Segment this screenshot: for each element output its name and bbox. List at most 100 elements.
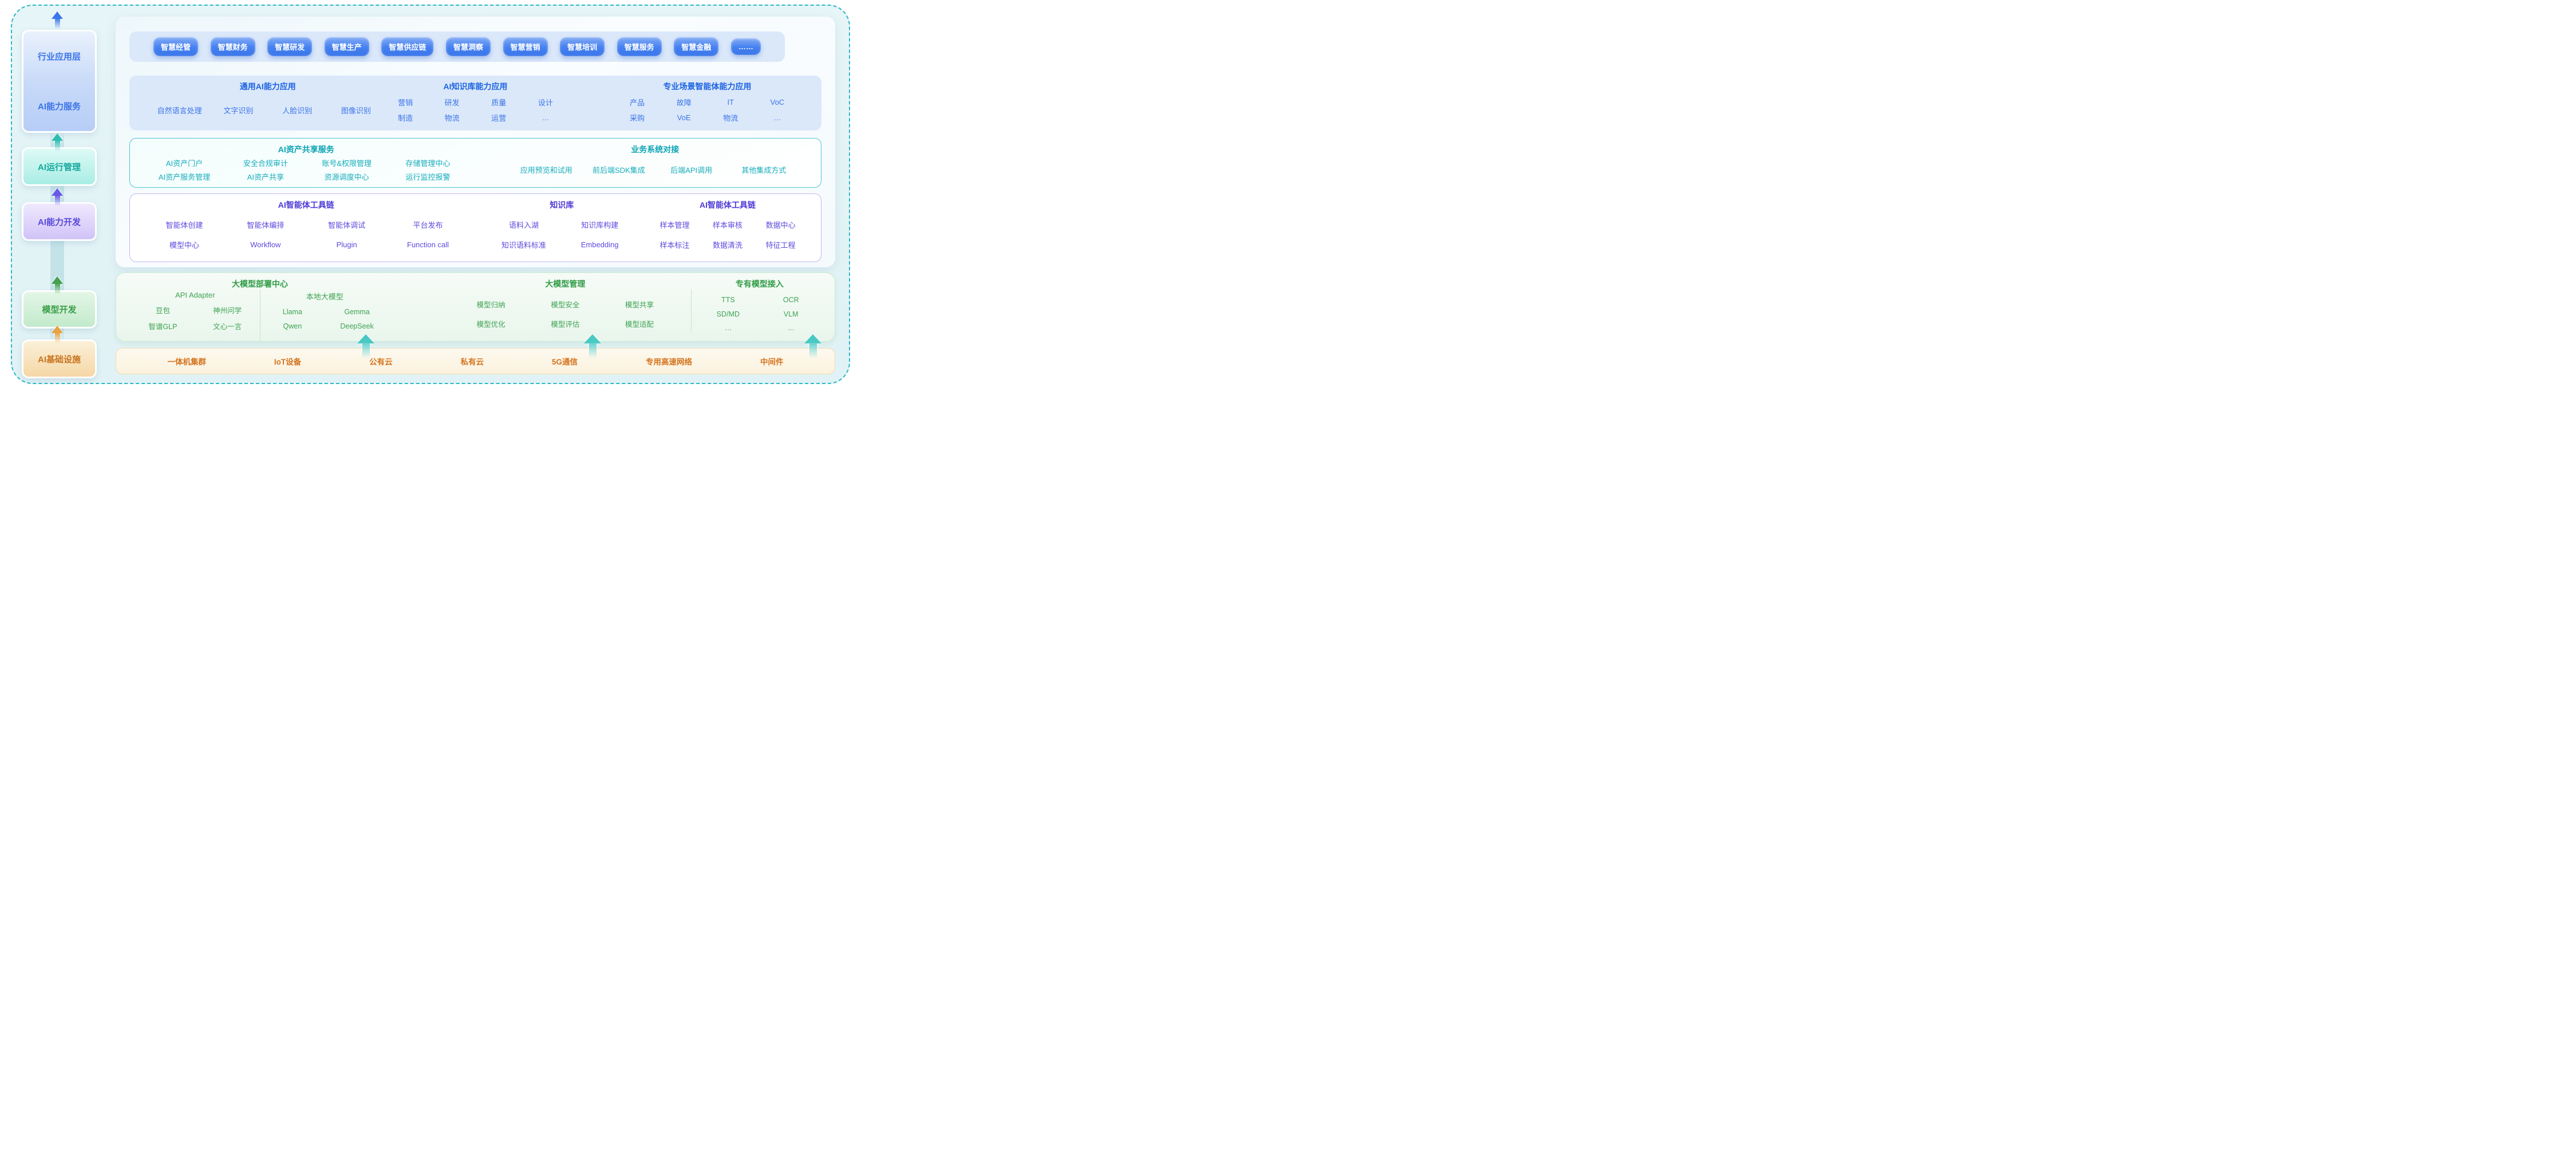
capability-item: 设计	[538, 98, 553, 107]
capability-item: 运营	[491, 114, 507, 122]
devtool-item: 知识库构建	[581, 221, 619, 230]
infra-to-model-arrow-icon	[355, 334, 376, 358]
devtool-item: 样本审核	[713, 221, 743, 230]
group-title: AI资产共享服务	[278, 145, 334, 154]
model-item: 模型共享	[625, 300, 654, 309]
capability-item: 物流	[444, 114, 460, 122]
devtool-item: Workflow	[250, 240, 281, 249]
model-item: SD/MD	[716, 310, 740, 318]
group-data-toolchain: AI智能体工具链 样本管理 样本审核 数据中心 样本标注 数据清洗 特征工程	[648, 194, 807, 262]
devtool-item: 平台发布	[413, 221, 443, 230]
group-title: 大模型管理	[545, 279, 586, 288]
up-arrow-icon	[49, 11, 66, 29]
smart-app-pill: 智慧经管	[153, 37, 199, 56]
group-title: AI知识库能力应用	[443, 82, 508, 91]
section-ai-capability-application: 通用AI能力应用 自然语言处理 文字识别 人脸识别 图像识别 AI知识库能力应用 营销…	[129, 76, 821, 130]
capability-item: …	[773, 113, 781, 122]
capability-item: 图像识别	[341, 106, 371, 115]
infrastructure-item: 私有云	[460, 358, 484, 366]
model-item: 豆包	[155, 307, 170, 315]
group-title: AI智能体工具链	[700, 200, 756, 209]
model-item: 模型适配	[625, 321, 654, 329]
smart-app-pill: 智慧财务	[210, 37, 255, 56]
smart-apps-pill-bar: 智慧经管 智慧财务 智慧研发 智慧生产 智慧供应链 智慧洞察 智慧营销 智慧培训 智慧服务 智慧金…	[129, 31, 785, 62]
model-item: 文心一言	[213, 323, 242, 331]
smart-app-pill: 智慧金融	[674, 37, 719, 56]
runtime-item: 前后端SDK集成	[592, 166, 645, 175]
group-title: 业务系统对接	[631, 145, 679, 154]
devtool-item: 知识语料标准	[501, 240, 546, 250]
vertical-divider	[691, 289, 692, 331]
capability-item: 文字识别	[223, 106, 254, 115]
smart-app-pill: ……	[730, 38, 761, 55]
capability-item: 人脸识别	[282, 106, 313, 115]
group-knowledge-base: 知识库 语料入湖 知识库构建 知识语料标准 Embedding	[486, 194, 638, 262]
runtime-item: 应用预览和试用	[520, 166, 572, 175]
main-content: 智慧经管 智慧财务 智慧研发 智慧生产 智慧供应链 智慧洞察 智慧营销 智慧培训 智慧服务 智慧金…	[116, 0, 835, 390]
group-title: 专业场景智能体能力应用	[663, 82, 752, 91]
smart-app-pill: 智慧洞察	[445, 37, 491, 56]
application-capability-panel: 智慧经管 智慧财务 智慧研发 智慧生产 智慧供应链 智慧洞察 智慧营销 智慧培训 智慧服务 智慧金…	[116, 17, 835, 267]
capability-item: 质量	[491, 98, 507, 107]
runtime-item: 账号&权限管理	[322, 159, 372, 168]
model-item: OCR	[783, 295, 799, 304]
up-arrow-icon	[49, 276, 66, 294]
model-development-panel: 大模型部署中心 API Adapter 豆包 神州问学 智谱GLP 文心一言 本地大…	[116, 272, 835, 342]
group-title: AI智能体工具链	[278, 200, 334, 209]
devtool-item: 模型中心	[169, 240, 200, 250]
devtool-item: 智能体编排	[247, 221, 285, 230]
group-model-management: 大模型管理 模型归纳 模型安全 模型共享 模型优化 模型评估 模型适配	[454, 273, 677, 341]
model-item: 模型安全	[551, 300, 580, 309]
capability-item: 研发	[444, 98, 460, 107]
model-item: DeepSeek	[340, 322, 374, 330]
model-item: 神州问学	[213, 307, 242, 315]
runtime-item: AI资产服务管理	[158, 172, 211, 181]
capability-item: IT	[727, 98, 734, 106]
smart-app-pill: 智慧生产	[324, 37, 369, 56]
infrastructure-item: 专用高速网络	[646, 358, 692, 366]
layer-sidebar: 行业应用层 AI能力服务 AI运行管理 AI能力开发 模型开发 AI基础设施	[22, 0, 97, 390]
capability-item: 营销	[398, 98, 413, 107]
group-agent-scenario-capability: 专业场景智能体能力应用 产品 故障 IT VoC 采购 VoE 物流…	[614, 76, 800, 130]
devtool-item: Function call	[407, 240, 449, 249]
devtool-item: 智能体创建	[165, 221, 203, 230]
devtool-item: 智能体调试	[328, 221, 366, 230]
layer-label: 模型开发	[42, 305, 77, 315]
capability-item: 产品	[630, 98, 645, 107]
up-arrow-icon	[49, 188, 66, 206]
smart-app-pill: 智慧供应链	[381, 37, 434, 56]
smart-app-pill: 智慧服务	[617, 37, 662, 56]
group-dedicated-model-access: 专有模型接入 TTS OCR SD/MD VLM ……	[697, 273, 823, 341]
ai-platform-architecture-diagram: 行业应用层 AI能力服务 AI运行管理 AI能力开发 模型开发 AI基础设施 智…	[0, 0, 859, 390]
group-ai-asset-sharing-services: AI资产共享服务 AI资产门户 安全合规审计 账号&权限管理 存储管理中心 AI资产服…	[144, 139, 468, 187]
model-item: …	[724, 324, 732, 333]
infra-to-model-arrow-icon	[803, 334, 823, 358]
runtime-item: 存储管理中心	[405, 159, 451, 168]
runtime-item: 其他集成方式	[741, 166, 787, 175]
infrastructure-item: 一体机集群	[167, 358, 206, 366]
infrastructure-item: 中间件	[760, 358, 784, 366]
devtool-item: 特征工程	[765, 240, 796, 250]
smart-app-pill: 智慧营销	[503, 37, 548, 56]
infrastructure-item: 公有云	[369, 358, 393, 366]
section-ai-runtime-services: AI资产共享服务 AI资产门户 安全合规审计 账号&权限管理 存储管理中心 AI资产服…	[129, 138, 821, 188]
capability-item: 故障	[676, 98, 692, 107]
capability-item: 采购	[630, 114, 645, 122]
layer-label: AI基础设施	[37, 354, 81, 365]
layer-label: AI能力服务	[37, 102, 81, 112]
devtool-item: Embedding	[580, 240, 619, 249]
layer-label: AI运行管理	[37, 162, 81, 172]
group-agent-toolchain: AI智能体工具链 智能体创建 智能体编排 智能体调试 平台发布 模型中心 Workflo…	[144, 194, 468, 262]
group-title: 专有模型接入	[735, 279, 784, 288]
infrastructure-bar: 一体机集群 IoT设备 公有云 私有云 5G通信 专用高速网络 中间件	[116, 348, 835, 374]
model-item: Gemma	[344, 308, 370, 316]
sidebar-layer-industry-application: 行业应用层 AI能力服务	[22, 30, 97, 133]
group-title: 大模型部署中心	[231, 279, 288, 288]
sidebar-layer-ai-capability-development: AI能力开发	[22, 202, 97, 241]
subgroup-label: API Adapter	[175, 291, 215, 299]
infrastructure-item: 5G通信	[552, 358, 578, 366]
runtime-item: 运行监控报警	[405, 172, 451, 181]
model-item: …	[787, 324, 795, 333]
model-item: VLM	[783, 310, 799, 318]
group-ai-knowledge-capability: AI知识库能力应用 营销 研发 质量 设计 制造 物流 运营…	[382, 76, 568, 130]
